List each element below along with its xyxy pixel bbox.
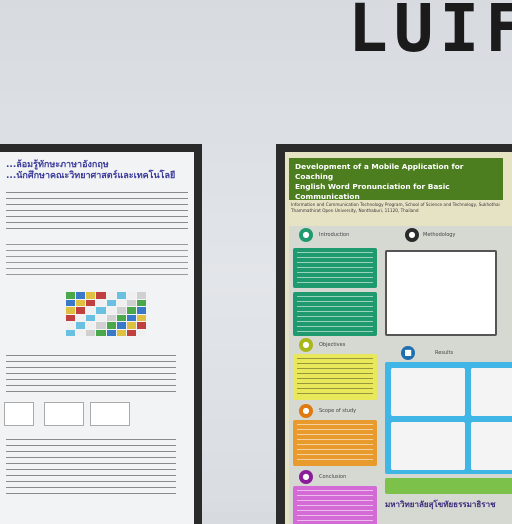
introduction-box-2 [293, 292, 377, 336]
introduction-box [293, 248, 377, 288]
objectives-box [293, 354, 377, 400]
conclusion-icon: ● [299, 470, 313, 484]
grid-cell [66, 329, 76, 336]
sign-letter: L [348, 0, 390, 67]
grid-cell [126, 292, 136, 299]
grid-cell [126, 299, 136, 306]
objectives-label: Objectives [319, 342, 346, 348]
grid-cell [136, 329, 146, 336]
grid-cell [106, 329, 116, 336]
grid-cell [96, 292, 106, 299]
left-poster-board: ...ล้อมรู้ทักษะภาษาอังกฤษ ...นักศึกษาคณะ… [0, 144, 202, 524]
grid-cell [116, 292, 126, 299]
grid-cell [116, 322, 126, 329]
results-frame [385, 362, 512, 474]
grid-cell [66, 322, 76, 329]
scope-box [293, 420, 377, 466]
introduction-icon: ● [299, 228, 313, 242]
left-poster-table [90, 402, 130, 426]
conclusion-box [293, 486, 377, 524]
grid-cell [66, 314, 76, 321]
methodology-diagram [385, 250, 497, 336]
methodology-label: Methodology [423, 232, 456, 238]
left-poster-sheet: ...ล้อมรู้ทักษะภาษาอังกฤษ ...นักศึกษาคณะ… [0, 152, 194, 524]
grid-cell [76, 329, 86, 336]
left-poster-table [44, 402, 84, 426]
grid-cell [76, 299, 86, 306]
grid-cell [96, 329, 106, 336]
grid-cell [96, 314, 106, 321]
grid-cell [76, 292, 86, 299]
grid-cell [116, 307, 126, 314]
grid-cell [96, 299, 106, 306]
grid-cell [86, 299, 96, 306]
results-icon: ■ [401, 346, 415, 360]
grid-cell [96, 322, 106, 329]
results-label: Results [435, 350, 454, 356]
sign-letter: U [393, 0, 436, 67]
grid-cell [116, 314, 126, 321]
grid-cell [106, 299, 116, 306]
grid-cell [116, 299, 126, 306]
left-poster-text-block [6, 192, 188, 232]
grid-cell [86, 307, 96, 314]
grid-cell [126, 314, 136, 321]
grid-cell [126, 322, 136, 329]
grid-cell [76, 307, 86, 314]
grid-cell [106, 307, 116, 314]
grid-cell [116, 329, 126, 336]
left-poster-text-block [6, 244, 188, 278]
left-poster-table [4, 402, 34, 426]
grid-cell [126, 307, 136, 314]
footer-banner: มหาวิทยาลัยสุโขทัยธรรมาธิราช [385, 500, 496, 509]
grid-cell [86, 292, 96, 299]
grid-cell [76, 322, 86, 329]
grid-cell [86, 329, 96, 336]
grid-cell [96, 307, 106, 314]
right-poster-body: ● Introduction ● Methodology ● Objective… [289, 226, 512, 524]
grid-cell [76, 314, 86, 321]
right-poster-sheet: Development of a Mobile Application for … [285, 152, 512, 524]
grid-cell [136, 299, 146, 306]
grid-cell [136, 314, 146, 321]
wall-sign: L U I F [348, 0, 512, 67]
grid-cell [106, 322, 116, 329]
results-screenshot [391, 368, 465, 416]
conclusion-label: Conclusion [319, 474, 347, 480]
objectives-icon: ● [299, 338, 313, 352]
grid-cell [86, 322, 96, 329]
scope-icon: ● [299, 404, 313, 418]
grid-cell [126, 329, 136, 336]
grid-cell [106, 314, 116, 321]
grid-cell [136, 322, 146, 329]
grid-cell [106, 292, 116, 299]
right-poster-affiliation: Information and Communication Technology… [291, 202, 500, 213]
grid-cell [66, 292, 76, 299]
sign-letter: F [485, 0, 512, 67]
grid-cell [66, 307, 76, 314]
right-poster-title-1: Development of a Mobile Application for … [295, 162, 464, 181]
results-screenshot [391, 422, 465, 470]
grid-cell [136, 292, 146, 299]
left-poster-text-block [6, 439, 176, 495]
left-poster-text-block [6, 355, 176, 395]
grid-cell [136, 307, 146, 314]
footer-green-bar [385, 478, 512, 494]
left-poster-title: ...ล้อมรู้ทักษะภาษาอังกฤษ [6, 160, 109, 170]
sign-letter: I [439, 0, 482, 67]
introduction-label: Introduction [319, 232, 350, 238]
grid-cell [86, 314, 96, 321]
left-poster-subtitle: ...นักศึกษาคณะวิทยาศาสตร์และเทคโนโลยี [6, 171, 176, 181]
left-poster-grid-figure [66, 292, 146, 336]
right-poster-title-2: English Word Pronunciation for Basic Com… [295, 182, 450, 201]
methodology-icon: ● [405, 228, 419, 242]
right-poster-board: Development of a Mobile Application for … [276, 144, 512, 524]
grid-cell [66, 299, 76, 306]
scope-label: Scope of study [319, 408, 357, 414]
results-screenshot [471, 422, 512, 470]
right-poster-header: Development of a Mobile Application for … [289, 158, 503, 201]
results-screenshot [471, 368, 512, 416]
